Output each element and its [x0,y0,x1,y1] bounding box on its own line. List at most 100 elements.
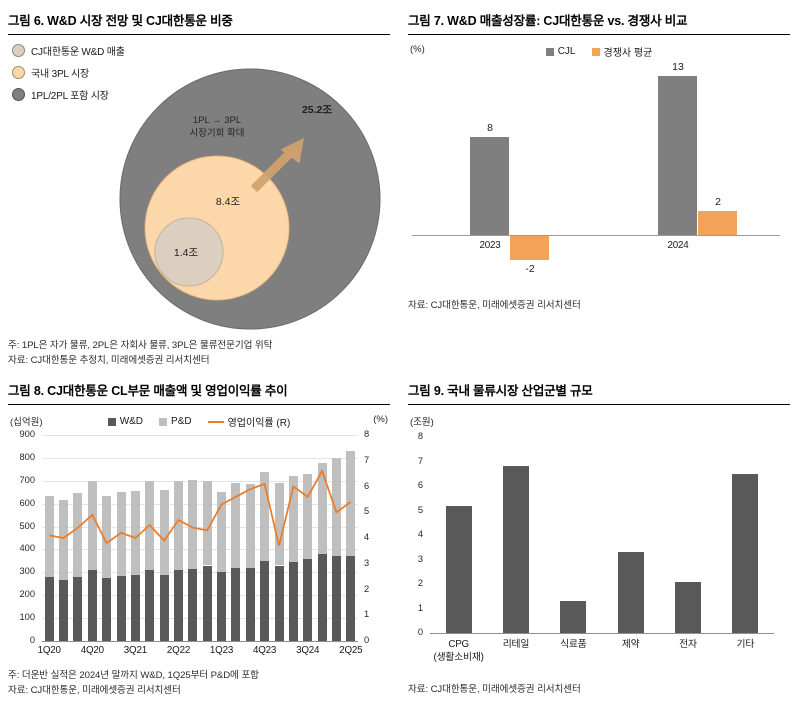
pd-bar [303,473,313,559]
x-axis-line [430,633,774,634]
pd-bar [59,500,68,581]
gridline [42,549,358,551]
wd-bar [116,575,126,641]
right-axis-unit-label: (%) [373,414,388,425]
wd-bar [87,570,97,641]
pd-bar [202,480,212,566]
left-axis-tick-label: 800 [19,451,35,462]
y-axis-tick-label: 5 [417,504,423,515]
legend-swatch-icon [12,44,25,57]
figure-7: 그림 7. W&D 매출성장률: CJ대한통운 vs. 경쟁사 비교 (%) C… [408,8,790,362]
gridline [42,618,358,620]
total-market-value-label: 25.2조 [302,104,332,116]
legend-label: 1PL/2PL 포함 시장 [31,91,109,102]
figure-8-title: 그림 8. CJ대한통운 CL부문 매출액 및 영업이익률 추이 [8,378,390,405]
legend-swatch-icon [107,417,116,426]
x-axis-label: 2023 [479,240,501,251]
pd-bar [260,471,270,561]
x-axis-label: 2024 [667,240,689,251]
annotation-line2: 시장기회 확대 [189,127,244,139]
pd-bar [332,457,341,557]
left-axis-tick-label: 700 [19,474,35,485]
wd-bar [317,554,327,641]
pd-bar [317,462,327,555]
x-axis-label: 3Q24 [296,645,320,656]
figure-source: 자료: CJ대한통운, 미래에셋증권 리서치센터 [8,684,181,696]
wd-bar [260,560,270,641]
cjl-bar [658,76,697,235]
wd-bar [303,558,313,641]
wd-bar [346,556,356,641]
y-axis-tick-label: 4 [417,529,423,539]
left-axis-tick-label: 600 [19,497,35,508]
legend-label: P&D [171,416,192,427]
left-axis-unit-label: (십억원) [10,417,43,428]
legend-label: 영업이익률 (R) [227,418,291,429]
wd-market-bubble-chart: CJ대한통운 W&D 매출 국내 3PL 시장 1PL/2PL 포함 시장 25… [8,41,390,333]
pd-bar [174,480,183,571]
left-axis-tick-label: 400 [19,543,35,554]
right-axis-tick-label: 2 [364,583,370,594]
left-axis-tick-label: 300 [19,566,35,577]
pd-bar [288,476,298,562]
x-axis-label: 2Q22 [166,645,191,656]
industry-bar [503,466,529,633]
x-axis-line [412,235,780,236]
y-axis-tick-label: 7 [417,455,423,466]
wd-bar [159,574,169,641]
x-axis-label: 4Q23 [253,645,277,656]
x-axis-label: 4Q20 [80,645,104,656]
y-axis-tick-label: 6 [417,480,423,490]
wd-bar [288,562,298,641]
legend-line-swatch-icon [207,420,224,423]
figure-8-notes: 주: 더운반 실적은 2024년 말까지 W&D, 1Q25부터 P&D에 포함… [8,669,390,699]
gridline [42,457,358,459]
y-axis-tick-label: 3 [417,553,423,564]
pd-bar [188,479,198,569]
figure-6-notes: 주: 1PL은 자가 물류, 2PL은 자회사 물류, 3PL은 물류전문기업 … [8,339,390,369]
bar-value-label: 2 [715,196,721,208]
x-axis-label: 전자 [679,639,697,650]
pd-bar [245,484,255,568]
wd-bar [130,574,140,641]
legend-item-pd: P&D [159,416,192,427]
left-axis-tick-label: 0 [29,635,35,645]
gridline [42,595,358,597]
wd-bar [274,565,284,641]
cjl-wd-value-label: 1.4조 [174,247,199,259]
competitor-bar [510,236,549,260]
bar-value-label: 8 [487,122,493,134]
growth-chart-legend: CJL 경쟁사 평균 [408,44,790,59]
x-axis-line [42,641,358,642]
growth-arrow-shaft [250,149,294,193]
left-axis-tick-label: 900 [19,429,35,439]
growth-bar-chart: 8 -2 2023 13 2 2024 [408,59,790,293]
x-axis-label: 제약 [621,639,640,650]
pd-bar [231,483,241,568]
right-axis-tick-label: 3 [364,557,370,568]
legend-swatch-icon [591,47,600,56]
cl-revenue-margin-chart: 0 100 200 300 400 500 600 700 800 900 0 1 2 3 4 5 6 7 8 1Q2… [8,429,390,663]
industry-bar [445,505,472,633]
legend-item-wd: W&D [107,416,143,427]
right-axis-tick-label: 6 [364,480,370,491]
figure-source: 자료: CJ대한통운, 미래에셋증권 리서치센터 [408,684,581,695]
y-axis-tick-label: 2 [417,578,423,588]
figure-note: 주: 더운반 실적은 2024년 말까지 W&D, 1Q25부터 P&D에 포함 [8,670,259,681]
figure-source: 자료: CJ대한통운 추정치, 미래에셋증권 리서치센터 [8,354,210,366]
x-axis-label: 1Q23 [209,645,234,656]
legend-label: 국내 3PL 시장 [31,69,89,80]
gridline [42,526,358,528]
wd-bar [44,576,54,641]
figure-8: 그림 8. CJ대한통운 CL부문 매출액 및 영업이익률 추이 (십억원) W… [8,378,390,715]
y-axis-tick-label: 8 [417,431,423,441]
legend-item-1pl2pl: 1PL/2PL 포함 시장 [12,87,125,102]
figure-6: 그림 6. W&D 시장 전망 및 CJ대한통운 비중 CJ대한통운 W&D 매… [8,8,390,366]
wd-bar [59,580,68,641]
x-axis-label: 리테일 [502,639,530,650]
legend-swatch-icon [12,66,25,79]
figure-6-title: 그림 6. W&D 시장 전망 및 CJ대한통운 비중 [8,8,390,35]
right-axis-tick-label: 4 [364,532,370,542]
legend-item-cjl-wd: CJ대한통운 W&D 매출 [12,43,125,58]
